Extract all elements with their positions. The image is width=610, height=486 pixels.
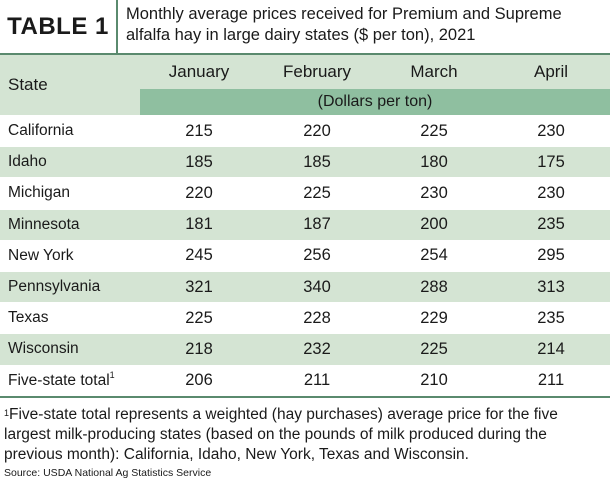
state-name: Michigan: [8, 184, 71, 202]
state-cell: Idaho: [0, 146, 140, 178]
table-title: Monthly average prices received for Prem…: [126, 5, 562, 44]
price-cell: 206: [140, 364, 258, 398]
state-name: Minnesota: [8, 215, 80, 233]
price-cell: 175: [492, 146, 610, 178]
price-cell: 230: [492, 114, 610, 147]
price-cell: 180: [376, 146, 492, 178]
column-header-month: March: [376, 55, 492, 89]
price-cell: 229: [376, 302, 492, 334]
price-cell: 185: [140, 146, 258, 178]
state-cell: California: [0, 114, 140, 147]
column-header-month: April: [492, 55, 610, 89]
table-row: Minnesota 181 187 200 235: [0, 208, 610, 241]
table-row: New York 245 256 254 295: [0, 239, 610, 272]
table-row: Texas 225 228 229 235: [0, 302, 610, 334]
price-cell: 288: [376, 270, 492, 303]
price-cell: 313: [492, 270, 610, 303]
price-table: State January February March April (Doll…: [0, 55, 610, 398]
footnote-marker: 1: [4, 407, 10, 418]
price-cell: 211: [258, 364, 376, 398]
column-header-month: January: [140, 55, 258, 89]
table-row: Wisconsin 218 232 225 214: [0, 333, 610, 365]
price-cell: 228: [258, 302, 376, 334]
column-header-month: February: [258, 55, 376, 89]
price-cell: 254: [376, 239, 492, 272]
table-label: TABLE 1: [0, 0, 118, 53]
price-cell: 218: [140, 333, 258, 365]
table-row: Michigan 220 225 230 230: [0, 177, 610, 210]
price-cell: 215: [140, 114, 258, 147]
title-bar: TABLE 1 Monthly average prices received …: [0, 0, 610, 55]
price-cell: 225: [376, 333, 492, 365]
price-cell: 214: [492, 333, 610, 365]
header-row: State January February March April: [0, 55, 610, 116]
table-row: Idaho 185 185 180 175: [0, 146, 610, 178]
state-name: Pennsylvania: [8, 278, 101, 296]
price-cell: 235: [492, 208, 610, 241]
price-cell: 230: [492, 177, 610, 210]
price-cell: 181: [140, 208, 258, 241]
price-cell: 187: [258, 208, 376, 241]
price-cell: 295: [492, 239, 610, 272]
table-row: California 215 220 225 230: [0, 114, 610, 147]
total-row: Five-state total1 206 211 210 211: [0, 364, 610, 398]
state-name: Five-state total: [8, 371, 110, 389]
state-cell: Minnesota: [0, 208, 140, 241]
price-cell: 210: [376, 364, 492, 398]
state-cell: Five-state total1: [0, 364, 140, 398]
price-cell: 232: [258, 333, 376, 365]
state-cell: Texas: [0, 302, 140, 334]
units-row: (Dollars per ton): [0, 89, 610, 116]
price-cell: 340: [258, 270, 376, 303]
price-cell: 225: [376, 114, 492, 147]
table-row: Pennsylvania 321 340 288 313: [0, 270, 610, 303]
units-label: (Dollars per ton): [140, 89, 610, 116]
state-name: Idaho: [8, 153, 47, 171]
state-cell: New York: [0, 239, 140, 272]
column-header-state: State: [0, 55, 140, 116]
price-cell: 220: [258, 114, 376, 147]
price-cell: 200: [376, 208, 492, 241]
price-cell: 220: [140, 177, 258, 210]
state-cell: Pennsylvania: [0, 270, 140, 303]
state-cell: Michigan: [0, 177, 140, 210]
state-name: New York: [8, 246, 74, 264]
source-note: Source: USDA National Ag Statistics Serv…: [4, 466, 212, 479]
price-cell: 225: [140, 302, 258, 334]
state-name: Wisconsin: [8, 340, 79, 358]
state-name: Texas: [8, 309, 49, 327]
state-cell: Wisconsin: [0, 333, 140, 365]
price-cell: 230: [376, 177, 492, 210]
price-cell: 185: [258, 146, 376, 178]
price-cell: 211: [492, 364, 610, 398]
price-cell: 321: [140, 270, 258, 303]
price-cell: 235: [492, 302, 610, 334]
price-cell: 245: [140, 239, 258, 272]
footnote: 1Five-state total represents a weighted …: [0, 398, 610, 465]
footnote-ref: 1: [109, 369, 115, 380]
price-cell: 225: [258, 177, 376, 210]
price-cell: 256: [258, 239, 376, 272]
state-name: California: [8, 122, 74, 140]
footnote-text: Five-state total represents a weighted (…: [4, 405, 558, 463]
